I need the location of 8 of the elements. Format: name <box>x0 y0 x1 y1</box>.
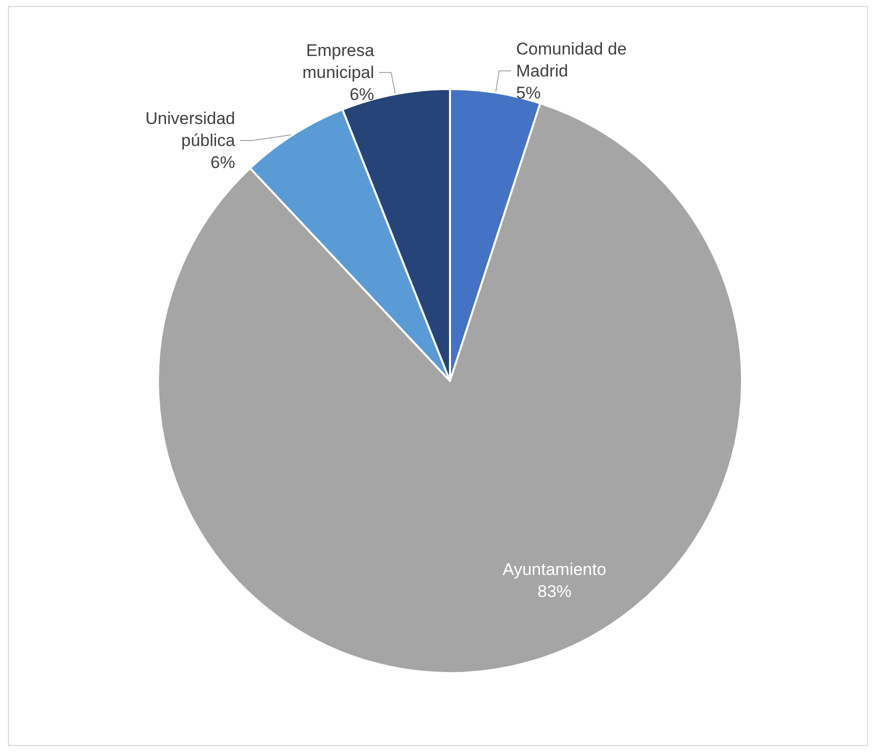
data-label: 6% <box>210 153 236 172</box>
data-label: 5% <box>516 83 541 102</box>
slice-label: Universidad pública <box>145 109 236 150</box>
slice-label: Comunidad de Madrid <box>516 39 627 80</box>
data-label: 83% <box>537 582 572 601</box>
slice-label: Ayuntamiento <box>502 560 606 579</box>
slice-label: Empresa municipal <box>302 41 375 82</box>
data-label: 6% <box>350 85 374 104</box>
